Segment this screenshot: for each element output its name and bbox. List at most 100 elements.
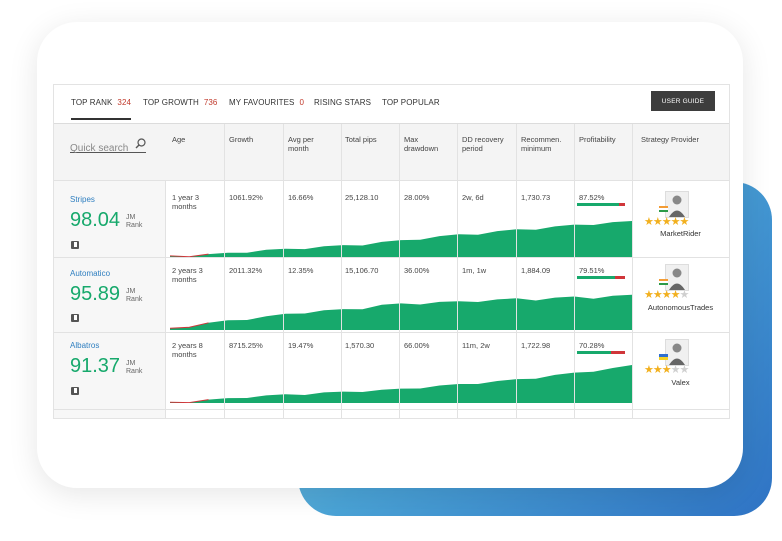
col-header-dd-recovery[interactable]: DD recovery period xyxy=(462,135,504,153)
star-icon: ★ xyxy=(679,289,690,301)
profitability-bar xyxy=(577,203,625,206)
strategy-name-link[interactable]: Automatico xyxy=(70,269,111,278)
tab-count: 0 xyxy=(299,98,305,107)
bookmark-icon[interactable] xyxy=(71,387,79,395)
strategy-summary xyxy=(54,410,166,418)
column-divider xyxy=(399,124,400,418)
provider-avatar[interactable] xyxy=(665,191,689,218)
age-value: 1 year 3 months xyxy=(172,193,200,211)
provider-avatar[interactable] xyxy=(665,339,689,366)
profitability-value: 79.51% xyxy=(579,266,605,275)
jm-rank-label: JM Rank xyxy=(126,288,143,303)
loss-segment xyxy=(615,276,625,279)
tab-count: 324 xyxy=(117,98,132,107)
star-icon: ★ xyxy=(652,289,663,301)
rating-stars: ★★★★★ xyxy=(644,288,690,301)
jm-rank-value: 91.37 xyxy=(70,355,121,377)
tab-top-growth[interactable]: TOP GROWTH 736 xyxy=(143,98,217,107)
strategy-row[interactable]: Albatros 91.37 JM Rank 2 years 8 months … xyxy=(54,333,729,410)
strategy-row[interactable] xyxy=(54,410,729,418)
star-icon: ★ xyxy=(679,364,690,376)
profitability-bar xyxy=(577,351,625,354)
max-drawdown-value: 36.00% xyxy=(404,266,430,275)
column-divider xyxy=(283,124,284,418)
strategy-provider[interactable]: ★★★★★ MarketRider xyxy=(632,181,729,257)
growth-value: 8715.25% xyxy=(229,341,263,350)
recommended-minimum-value: 1,730.73 xyxy=(521,193,551,202)
drawdown-line xyxy=(170,253,209,257)
col-header-growth[interactable]: Growth xyxy=(229,135,254,144)
strategy-name-link[interactable]: Stripes xyxy=(70,195,95,204)
col-header-recommended-minimum[interactable]: Recommen. minimum xyxy=(521,135,562,153)
bookmark-icon[interactable] xyxy=(71,314,79,322)
search-icon[interactable] xyxy=(135,138,146,149)
strategy-name-link[interactable]: Albatros xyxy=(70,341,100,350)
col-header-strategy-provider[interactable]: Strategy Provider xyxy=(641,135,699,144)
bookmark-icon[interactable] xyxy=(71,241,79,249)
loss-segment xyxy=(610,351,625,354)
tab-bar: TOP RANK 324 TOP GROWTH 736 MY FAVOURITES 0… xyxy=(54,85,729,124)
equity-area xyxy=(170,294,632,330)
strategy-summary: Stripes 98.04 JM Rank xyxy=(54,181,166,257)
dd-recovery-value: 2w, 6d xyxy=(462,193,484,202)
user-guide-button[interactable]: USER GUIDE xyxy=(651,91,715,111)
rating-stars: ★★★★★ xyxy=(644,363,690,376)
provider-name[interactable]: MarketRider xyxy=(660,229,701,238)
dd-recovery-value: 11m, 2w xyxy=(462,341,490,350)
table-header: Age Growth Avg per month Total pips Max … xyxy=(54,124,729,181)
col-header-avg-per-month[interactable]: Avg per month xyxy=(288,135,314,153)
jm-rank-value: 98.04 xyxy=(70,209,121,231)
total-pips-value: 25,128.10 xyxy=(345,193,379,202)
strategy-provider[interactable]: ★★★★★ Valex xyxy=(632,333,729,409)
tab-label: TOP RANK xyxy=(71,98,113,107)
star-icon: ★ xyxy=(652,216,663,228)
jm-rank-label: JM Rank xyxy=(126,214,143,229)
rating-stars: ★★★★★ xyxy=(644,215,689,228)
col-header-total-pips[interactable]: Total pips xyxy=(345,135,377,144)
max-drawdown-value: 28.00% xyxy=(404,193,430,202)
avg-month-value: 16.66% xyxy=(288,193,314,202)
total-pips-value: 1,570.30 xyxy=(345,341,375,350)
col-header-max-drawdown[interactable]: Max drawdown xyxy=(404,135,439,153)
equity-chart xyxy=(170,365,632,403)
col-header-profitability[interactable]: Profitability xyxy=(579,135,616,144)
strategy-summary: Albatros 91.37 JM Rank xyxy=(54,333,166,409)
profitability-value: 87.52% xyxy=(579,193,605,202)
tab-my-favourites[interactable]: MY FAVOURITES 0 xyxy=(229,98,304,107)
drawdown-line xyxy=(170,399,209,403)
profitability-bar xyxy=(577,276,625,279)
column-divider xyxy=(457,124,458,418)
strategy-ranking-panel: TOP RANK 324 TOP GROWTH 736 MY FAVOURITES 0… xyxy=(53,84,730,419)
star-icon: ★ xyxy=(644,216,654,228)
india-flag-icon xyxy=(659,279,668,285)
age-value: 2 years 8 months xyxy=(172,341,203,359)
tab-top-popular[interactable]: TOP POPULAR xyxy=(382,98,440,107)
strategy-summary: Automatico 95.89 JM Rank xyxy=(54,258,166,332)
star-icon: ★ xyxy=(644,364,654,376)
column-divider xyxy=(224,124,225,418)
dd-recovery-value: 1m, 1w xyxy=(462,266,487,275)
tab-label: TOP GROWTH xyxy=(143,98,199,107)
tab-label: TOP POPULAR xyxy=(382,98,440,107)
equity-area xyxy=(170,365,632,403)
col-header-age[interactable]: Age xyxy=(172,135,186,144)
drawdown-line xyxy=(170,322,209,329)
strategy-row[interactable]: Automatico 95.89 JM Rank 2 years 3 month… xyxy=(54,258,729,333)
ukraine-flag-icon xyxy=(659,354,668,360)
loss-segment xyxy=(619,203,625,206)
recommended-minimum-value: 1,884.09 xyxy=(521,266,551,275)
search-input[interactable] xyxy=(70,143,132,154)
provider-avatar[interactable] xyxy=(665,264,689,291)
equity-area xyxy=(170,221,632,257)
quick-search xyxy=(70,138,146,154)
jm-rank-label: JM Rank xyxy=(126,360,143,375)
provider-name[interactable]: AutonomousTrades xyxy=(647,303,714,312)
tab-label: MY FAVOURITES xyxy=(229,98,295,107)
avg-month-value: 12.35% xyxy=(288,266,314,275)
provider-name[interactable]: Valex xyxy=(671,378,690,387)
star-icon: ★ xyxy=(652,364,663,376)
tab-rising-stars[interactable]: RISING STARS xyxy=(314,98,371,107)
strategy-provider[interactable]: ★★★★★ AutonomousTrades xyxy=(632,258,729,332)
tab-top-rank[interactable]: TOP RANK 324 xyxy=(71,98,132,120)
strategy-row[interactable]: Stripes 98.04 JM Rank 1 year 3 months 10… xyxy=(54,181,729,258)
